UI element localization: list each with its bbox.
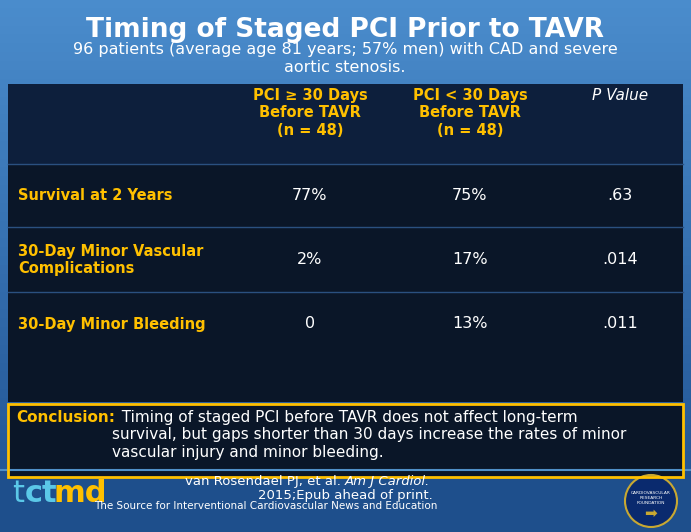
Text: 30-Day Minor Vascular
Complications: 30-Day Minor Vascular Complications [18,244,203,276]
Bar [0,141,691,151]
Bar [0,495,691,505]
Bar [0,327,691,337]
Bar [0,389,691,399]
Bar [0,212,691,222]
Bar [0,132,691,142]
Bar [0,354,691,363]
Text: 75%: 75% [452,188,488,204]
Text: ct: ct [25,479,57,509]
Bar [0,513,691,523]
Bar [0,434,691,443]
Bar [0,185,691,195]
Text: van Rosendael PJ, et al.: van Rosendael PJ, et al. [185,476,345,488]
Text: .011: .011 [602,317,638,331]
Bar [0,79,691,89]
Bar [0,522,691,532]
Bar [0,70,691,80]
Bar [0,265,691,275]
Bar [0,229,691,239]
Bar [0,238,691,248]
Bar [0,16,691,27]
Text: 77%: 77% [292,188,328,204]
Text: 96 patients (average age 81 years; 57% men) with CAD and severe: 96 patients (average age 81 years; 57% m… [73,42,617,57]
Bar [0,176,691,186]
Bar [0,149,691,160]
Bar [0,26,691,36]
Text: The Source for Interventional Cardiovascular News and Education: The Source for Interventional Cardiovasc… [94,501,437,511]
Text: CARDIOVASCULAR: CARDIOVASCULAR [631,491,671,495]
Bar [0,301,691,310]
Bar [0,0,691,9]
Bar [0,470,691,532]
Bar [0,336,691,346]
Bar [0,282,691,293]
Text: RESEARCH: RESEARCH [639,496,663,500]
Bar [0,451,691,461]
Bar [0,345,691,355]
Bar [0,318,691,328]
Bar [0,460,691,470]
Text: ➡: ➡ [645,505,657,520]
Bar [8,84,683,402]
Text: P Value: P Value [592,88,648,103]
Bar [0,88,691,97]
Bar [0,407,691,417]
Bar [0,274,691,284]
Text: md: md [54,479,108,509]
Text: 2%: 2% [297,253,323,268]
Text: FOUNDATION: FOUNDATION [636,501,665,505]
Bar [0,256,691,266]
Bar [0,380,691,390]
Bar [0,415,691,426]
Bar [0,194,691,204]
Bar [0,114,691,124]
Bar [8,404,683,477]
Bar [0,442,691,452]
Bar [0,123,691,133]
Bar [0,292,691,302]
Text: 30-Day Minor Bleeding: 30-Day Minor Bleeding [18,317,206,331]
Bar [0,43,691,53]
Text: Am J Cardiol.: Am J Cardiol. [345,476,430,488]
Bar [0,52,691,62]
Bar [0,8,691,18]
Text: Timing of Staged PCI Prior to TAVR: Timing of Staged PCI Prior to TAVR [86,17,604,43]
Circle shape [625,475,677,527]
Bar [0,203,691,213]
Text: 0: 0 [305,317,315,331]
Text: aortic stenosis.: aortic stenosis. [284,60,406,75]
Bar [0,469,691,479]
Bar [0,398,691,408]
Bar [0,221,691,230]
Text: PCI ≥ 30 Days
Before TAVR
(n = 48): PCI ≥ 30 Days Before TAVR (n = 48) [253,88,368,138]
Bar [0,105,691,115]
Bar [0,35,691,44]
Bar [0,96,691,106]
Bar [0,371,691,381]
Bar [0,61,691,71]
Text: 2015;Epub ahead of print.: 2015;Epub ahead of print. [258,488,433,502]
Text: Timing of staged PCI before TAVR does not affect long-term
survival, but gaps sh: Timing of staged PCI before TAVR does no… [112,410,626,460]
Bar [0,362,691,372]
Bar [0,159,691,169]
Bar [0,478,691,488]
Bar [0,168,691,177]
Bar [0,309,691,319]
Bar [0,504,691,514]
Text: Survival at 2 Years: Survival at 2 Years [18,188,173,204]
Text: .63: .63 [607,188,633,204]
Text: .014: .014 [602,253,638,268]
Bar [0,487,691,496]
Text: Conclusion:: Conclusion: [16,410,115,425]
Bar [8,404,683,477]
Text: PCI < 30 Days
Before TAVR
(n = 48): PCI < 30 Days Before TAVR (n = 48) [413,88,527,138]
Text: 13%: 13% [452,317,488,331]
Text: 17%: 17% [452,253,488,268]
Bar [0,247,691,257]
Bar [0,425,691,435]
Text: t: t [12,479,24,509]
Bar [8,84,683,164]
